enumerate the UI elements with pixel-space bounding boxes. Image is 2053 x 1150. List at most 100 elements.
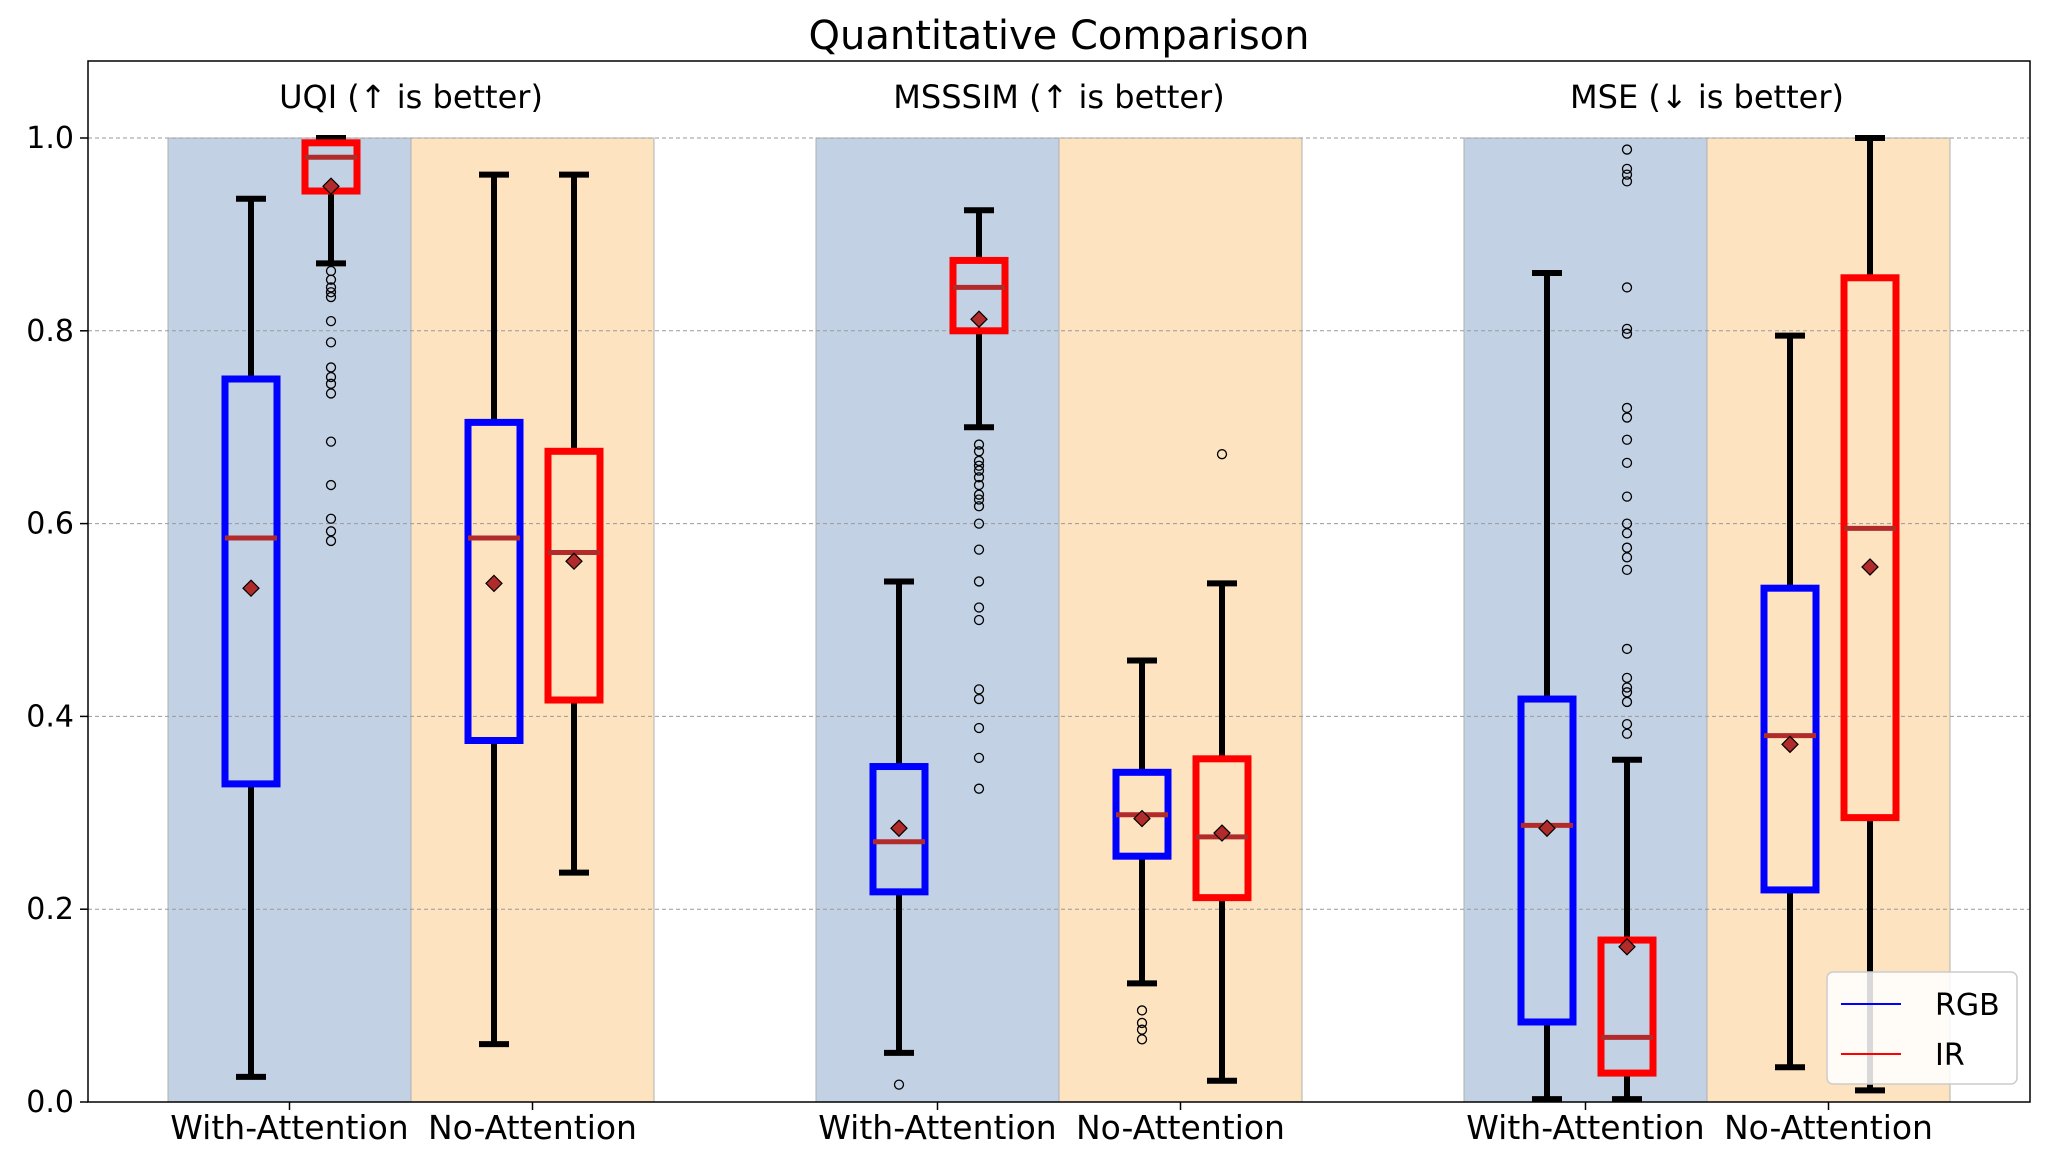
outlier-point — [973, 752, 985, 764]
outlier-point — [1136, 1017, 1148, 1029]
outlier-point — [973, 614, 985, 626]
x-group-label: With-Attention — [818, 1108, 1056, 1147]
mean-marker — [485, 574, 503, 593]
outlier-point — [1621, 169, 1633, 180]
box-p3-no-attention-rgb — [1760, 332, 1820, 1071]
outlier-point — [1621, 528, 1633, 539]
outlier-point — [1621, 412, 1633, 423]
outlier-point — [325, 287, 337, 298]
panel-label-2: MSSSIM (↑ is better) — [893, 78, 1224, 116]
outlier-point — [325, 388, 337, 399]
box-p1-with-attention-ir — [301, 135, 361, 547]
box-iqr — [221, 375, 281, 788]
outlier-point — [973, 783, 985, 794]
mean-marker — [322, 177, 340, 196]
band-3-with-attention — [1463, 137, 1708, 1103]
mean-marker — [1133, 809, 1151, 828]
x-group-label: With-Attention — [170, 1108, 408, 1147]
outlier-point — [1621, 176, 1633, 187]
outlier-point — [1621, 163, 1633, 174]
outlier-point — [973, 489, 985, 500]
box-iqr — [1192, 755, 1252, 902]
outlier-point — [973, 518, 985, 529]
mean-marker — [1213, 824, 1231, 842]
mean-marker — [1538, 819, 1556, 838]
outlier-point — [973, 693, 985, 705]
y-axis-ticks: 0.0 0.2 0.4 0.6 0.8 1.0 — [26, 121, 88, 1120]
y-tick-label: 0.8 — [26, 314, 74, 349]
y-tick-label: 0.0 — [26, 1085, 74, 1120]
box-p2-no-attention-ir — [1192, 449, 1252, 1084]
outlier-point — [325, 535, 337, 547]
x-axis-group-labels: With-Attention No-Attention With-Attention… — [170, 1102, 1933, 1147]
x-group-label: No-Attention — [428, 1108, 637, 1147]
outlier-point — [325, 513, 337, 524]
box-p1-no-attention-rgb — [464, 171, 524, 1048]
outlier-point — [1621, 434, 1633, 445]
mean-marker — [1618, 937, 1636, 956]
y-tick-label: 0.4 — [26, 699, 74, 734]
legend-label-rgb: RGB — [1935, 988, 2000, 1023]
panel-label-1: UQI (↑ is better) — [279, 78, 543, 116]
outlier-point — [1621, 323, 1633, 335]
mean-marker — [565, 552, 583, 571]
outlier-point — [973, 460, 985, 471]
outlier-point — [1136, 1005, 1148, 1016]
box-p3-with-attention-ir — [1597, 144, 1657, 1103]
box-iqr — [949, 256, 1009, 335]
panel-label-3: MSE (↓ is better) — [1570, 78, 1844, 116]
outlier-point — [973, 501, 985, 512]
outlier-point — [973, 465, 985, 476]
outlier-point — [325, 371, 337, 383]
box-p1-no-attention-ir — [544, 171, 604, 876]
x-group-label: With-Attention — [1466, 1108, 1704, 1147]
box-iqr — [1760, 584, 1820, 894]
x-group-label: No-Attention — [1076, 1108, 1285, 1147]
mean-marker — [1861, 558, 1879, 576]
box-iqr — [464, 418, 524, 744]
band-3-no-attention — [1706, 137, 1951, 1103]
outlier-point — [1621, 282, 1633, 293]
chart-title: Quantitative Comparison — [809, 13, 1310, 59]
y-tick-label: 1.0 — [26, 121, 74, 156]
outlier-point — [1621, 643, 1633, 655]
box-p3-with-attention-rgb — [1517, 269, 1577, 1103]
outlier-point — [973, 602, 985, 613]
outlier-point — [1621, 564, 1633, 576]
outlier-point — [325, 337, 337, 348]
outlier-point — [1621, 728, 1633, 739]
outlier-point — [973, 439, 985, 450]
legend-label-ir: IR — [1935, 1038, 1965, 1073]
box-p2-no-attention-rgb — [1112, 657, 1172, 1045]
band-2-no-attention — [1058, 137, 1303, 1103]
outlier-point — [325, 436, 337, 447]
panel-labels: UQI (↑ is better) MSSSIM (↑ is better) MSE… — [279, 78, 1844, 116]
y-tick-label: 0.6 — [26, 507, 74, 542]
outlier-point — [973, 576, 985, 587]
outlier-point — [325, 479, 337, 491]
band-2-with-attention — [815, 137, 1060, 1103]
y-grid-lines — [88, 137, 2030, 910]
outlier-point — [1621, 696, 1633, 708]
outlier-point — [325, 291, 337, 303]
outlier-point — [893, 1079, 905, 1090]
outlier-point — [1136, 1034, 1148, 1045]
box-p1-with-attention-rgb — [221, 195, 281, 1080]
outlier-point — [973, 472, 985, 483]
mean-marker — [242, 579, 260, 598]
outlier-point — [973, 722, 985, 734]
box-iqr — [544, 447, 604, 704]
outlier-point — [1621, 328, 1633, 339]
outlier-point — [1621, 144, 1633, 155]
legend-frame — [1826, 971, 2018, 1085]
box-p2-with-attention-ir — [949, 207, 1009, 794]
box-iqr — [869, 763, 929, 896]
axes-frame — [87, 60, 2031, 1103]
outlier-point — [1621, 552, 1633, 563]
mean-marker — [890, 819, 908, 838]
mean-marker — [1781, 735, 1799, 754]
band-1-with-attention — [167, 137, 412, 1103]
outlier-point — [1621, 457, 1633, 469]
outlier-point — [325, 316, 337, 327]
